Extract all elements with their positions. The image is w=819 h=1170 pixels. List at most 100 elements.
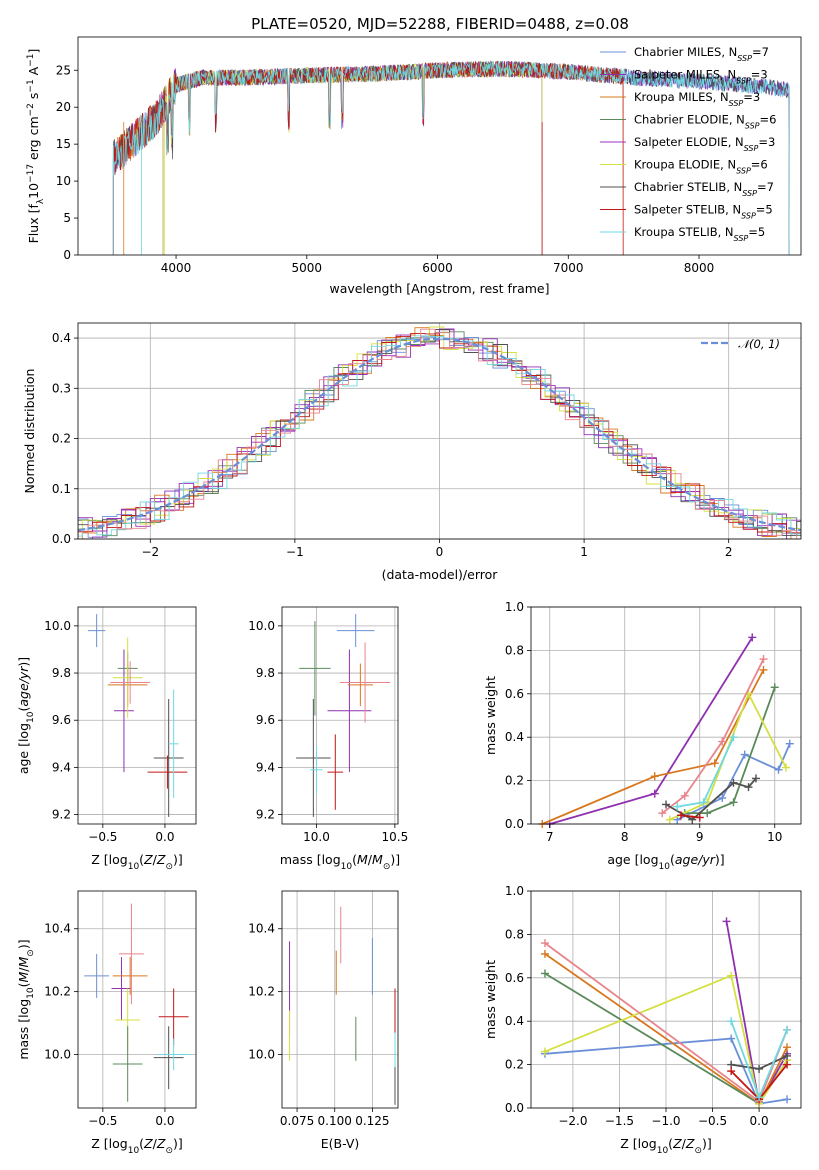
x-tick-label: 0 <box>436 545 444 559</box>
weight-series <box>540 917 792 1108</box>
weight-marker <box>783 1025 792 1034</box>
x-axis-label: wavelength [Angstrom, rest frame] <box>329 281 549 296</box>
x-tick-label: −2 <box>141 545 159 559</box>
y-axis-label: mass [log10(M/M⊙)] <box>16 939 36 1059</box>
x-tick-label: −1.5 <box>605 1114 634 1128</box>
x-tick-label: 9 <box>696 830 704 844</box>
weight-marker <box>540 949 549 958</box>
error-bar-point <box>336 614 375 648</box>
error-bar-point <box>112 957 148 995</box>
error-bars <box>289 906 396 1105</box>
y-tick-label: 10.2 <box>44 985 71 999</box>
age-vs-metallicity-chart: −0.5 0.0 9.2 9.4 9.6 9.8 10.0 Z [log10(Z/Z⊙)] ag… <box>16 606 197 872</box>
error-bar-point <box>114 649 134 773</box>
x-axis-label: E(B-V) <box>321 1136 360 1151</box>
residuals-histogram: −2 −1 0 1 2 0.0 0.1 0.2 0.3 0.4 (data-model)/error… <box>22 322 802 582</box>
error-bar-point <box>327 649 372 773</box>
weight-marker <box>740 750 749 759</box>
weight-marker <box>665 815 674 824</box>
x-tick-label: 0.075 <box>280 1114 314 1128</box>
x-tick-label: 0.0 <box>750 1114 769 1128</box>
weight-marker <box>782 763 790 772</box>
error-bar-point <box>157 1038 190 1071</box>
weight-marker <box>755 1093 764 1102</box>
legend-label: Chabrier MILES, NSSP=7 <box>634 45 769 63</box>
x-tick-label: 0.0 <box>155 830 174 844</box>
gaussian-curve <box>78 337 801 532</box>
weight-marker <box>729 798 738 807</box>
y-tick-label: 0.3 <box>52 381 71 395</box>
error-bar-point <box>153 1026 184 1090</box>
y-tick-label: 0.2 <box>505 774 524 788</box>
weight-marker <box>752 774 760 783</box>
spectrum-lines <box>112 60 790 255</box>
y-tick-label: 0.6 <box>505 687 524 701</box>
legend-label: Chabrier STELIB, NSSP=7 <box>634 180 774 198</box>
y-tick-label: 10.0 <box>44 1048 71 1062</box>
weight-series <box>538 633 794 828</box>
weight-series-line <box>673 733 738 811</box>
y-tick-label: 0.2 <box>52 432 71 446</box>
weight-marker <box>658 809 667 818</box>
x-tick-label: 10.5 <box>382 830 409 844</box>
plot-frame <box>530 606 802 825</box>
plot-frame <box>281 606 399 825</box>
weight-marker <box>785 739 794 748</box>
error-bar-point <box>112 637 143 718</box>
legend-label: Salpeter MILES, NSSP=3 <box>634 68 768 86</box>
histograms <box>78 326 801 539</box>
weight-marker <box>759 665 768 674</box>
weight-marker <box>783 1060 792 1069</box>
weight-marker <box>783 1051 792 1060</box>
y-tick-label: 10.4 <box>248 922 275 936</box>
mass-weight-vs-age-chart: 7 8 9 10 0.0 0.2 0.4 0.6 0.8 1.0 age [log10(age/yr… <box>483 600 802 872</box>
y-tick-label: 0.8 <box>505 927 524 941</box>
error-bar-point <box>299 621 331 716</box>
weight-marker <box>677 811 685 820</box>
y-tick-label: 10.0 <box>248 1048 275 1062</box>
weight-marker <box>703 809 712 818</box>
weight-marker <box>540 939 549 948</box>
legend-label: Salpeter ELODIE, NSSP=3 <box>634 135 775 153</box>
weight-marker <box>718 793 727 802</box>
weight-marker <box>783 1095 792 1104</box>
weight-series-line <box>722 917 792 1108</box>
x-tick-label: 0.125 <box>355 1114 389 1128</box>
tick-labels: −2.0 −1.5 −1.0 −0.5 0.0 0.0 0.2 0.4 0.6 0.8 1.0 <box>505 884 769 1128</box>
x-tick-label: 10 <box>767 830 782 844</box>
error-bar-point <box>112 1026 143 1102</box>
y-tick-label: 0.6 <box>505 971 524 985</box>
y-tick-label: 25 <box>56 63 71 77</box>
legend-label: Chabrier ELODIE, NSSP=6 <box>634 113 776 131</box>
weight-marker <box>540 969 549 978</box>
mass-vs-metallicity-chart: −0.5 0.0 10.0 10.2 10.4 Z [log10(Z/Z⊙)] mass [… <box>16 890 197 1156</box>
y-tick-label: 1.0 <box>505 884 524 898</box>
legend-label: 𝒩(0, 1) <box>738 337 780 351</box>
error-bar-point <box>347 663 373 707</box>
weight-marker <box>540 1047 549 1056</box>
tick-labels: −0.5 0.0 9.2 9.4 9.6 9.8 10.0 <box>44 619 174 844</box>
error-bar-point <box>118 903 144 1005</box>
weight-marker <box>774 765 783 774</box>
tick-labels: 7 8 9 10 0.0 0.2 0.4 0.6 0.8 1.0 <box>505 600 782 844</box>
weight-series-line <box>727 1051 792 1073</box>
x-tick-label: 7000 <box>553 261 584 275</box>
error-bars <box>84 903 190 1102</box>
weight-marker <box>770 683 779 692</box>
error-bars <box>296 614 391 817</box>
y-tick-label: 10.4 <box>44 922 71 936</box>
weight-series-line <box>677 811 704 822</box>
weight-marker <box>650 772 659 781</box>
x-tick-label: 7 <box>546 830 554 844</box>
weight-marker <box>727 1067 736 1076</box>
y-tick-label: 0.4 <box>52 331 71 345</box>
x-tick-label: 2 <box>725 545 733 559</box>
weight-marker <box>727 1034 736 1043</box>
weight-series-line <box>727 1017 792 1102</box>
plot-frame <box>77 36 802 256</box>
age-vs-mass-chart: 10.0 10.5 9.2 9.4 9.6 9.8 10.0 mass [log10(M/M⊙… <box>248 606 409 872</box>
y-tick-label: 9.6 <box>52 713 71 727</box>
plot-frame <box>77 890 197 1109</box>
y-tick-label: 10.0 <box>248 619 275 633</box>
